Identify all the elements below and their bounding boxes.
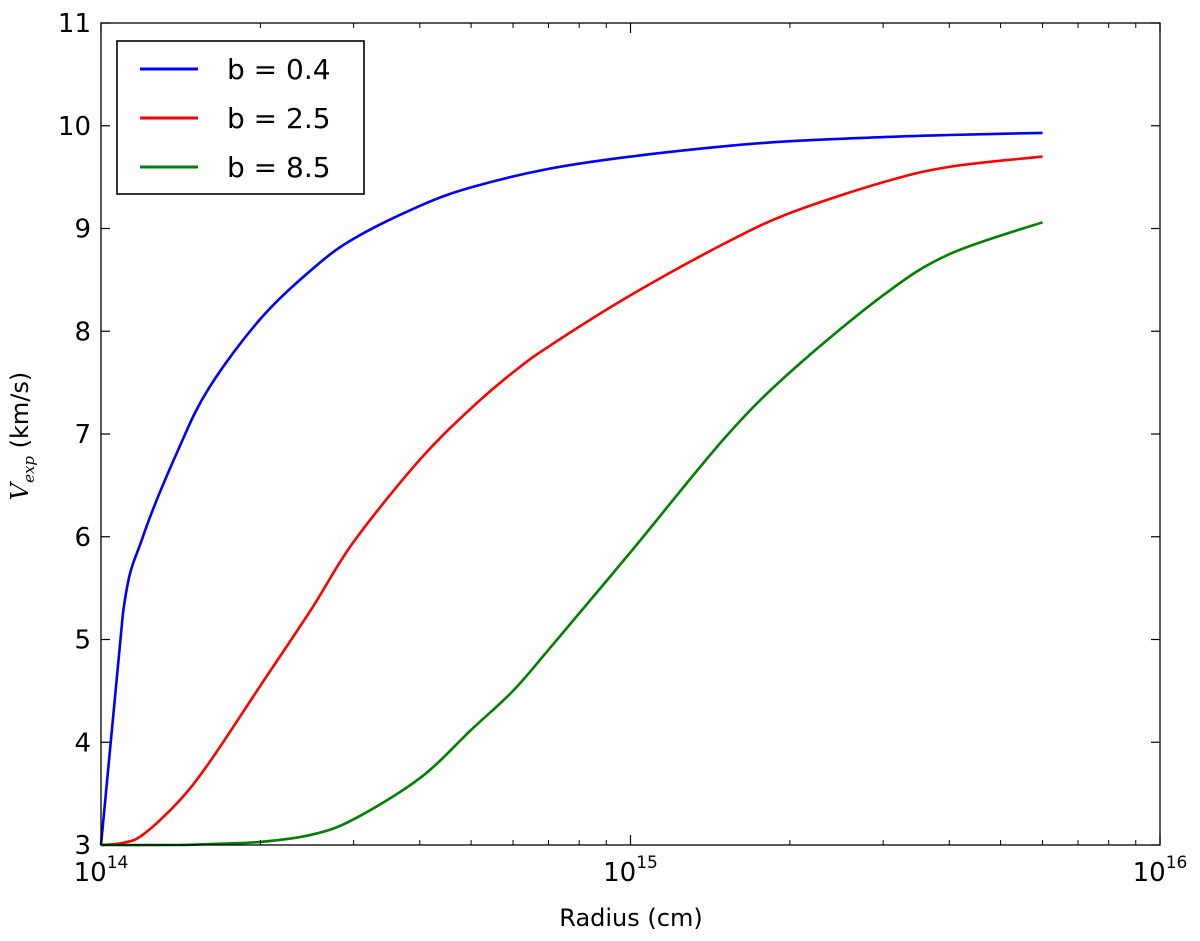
series-line-3 xyxy=(100,221,1043,847)
y-tick-label: 6 xyxy=(74,523,91,553)
y-axis-label: Vexp (km/s) xyxy=(6,372,38,501)
legend: b = 0.4 b = 2.5 b = 8.5 xyxy=(116,40,365,195)
x-tick-label-exponent: 16 xyxy=(1166,853,1188,873)
x-tick-label-exponent: 14 xyxy=(107,853,129,873)
x-tick-label-exponent: 15 xyxy=(636,853,658,873)
legend-label-2: b = 2.5 xyxy=(227,102,331,135)
x-tick-label-base: 10 xyxy=(74,858,107,888)
y-tick-label: 7 xyxy=(74,420,91,450)
y-tick-label: 4 xyxy=(74,728,91,758)
y-tick-label: 8 xyxy=(74,317,91,347)
y-tick-label: 9 xyxy=(74,215,91,245)
y-axis-label-unit: (km/s) xyxy=(6,372,34,456)
x-tick-label-base: 10 xyxy=(1133,858,1166,888)
x-tick-label: 1014 xyxy=(74,853,129,888)
series-line-2 xyxy=(100,155,1043,847)
y-axis-label-sub: exp xyxy=(20,456,38,483)
y-tick-label: 5 xyxy=(74,626,91,656)
series-layer xyxy=(99,131,1043,847)
y-tick-label: 10 xyxy=(58,112,91,142)
x-tick-label-base: 10 xyxy=(603,858,636,888)
y-tick-label: 11 xyxy=(58,9,91,39)
y-tick-label: 3 xyxy=(74,831,91,861)
series-line-1 xyxy=(99,131,1043,846)
x-tick-label: 1016 xyxy=(1133,853,1188,888)
x-tick-label: 1015 xyxy=(603,853,658,888)
legend-label-3: b = 8.5 xyxy=(227,151,331,184)
x-axis-label: Radius (cm) xyxy=(559,904,702,932)
y-axis-label-main: V xyxy=(6,480,34,500)
legend-label-1: b = 0.4 xyxy=(227,53,331,86)
